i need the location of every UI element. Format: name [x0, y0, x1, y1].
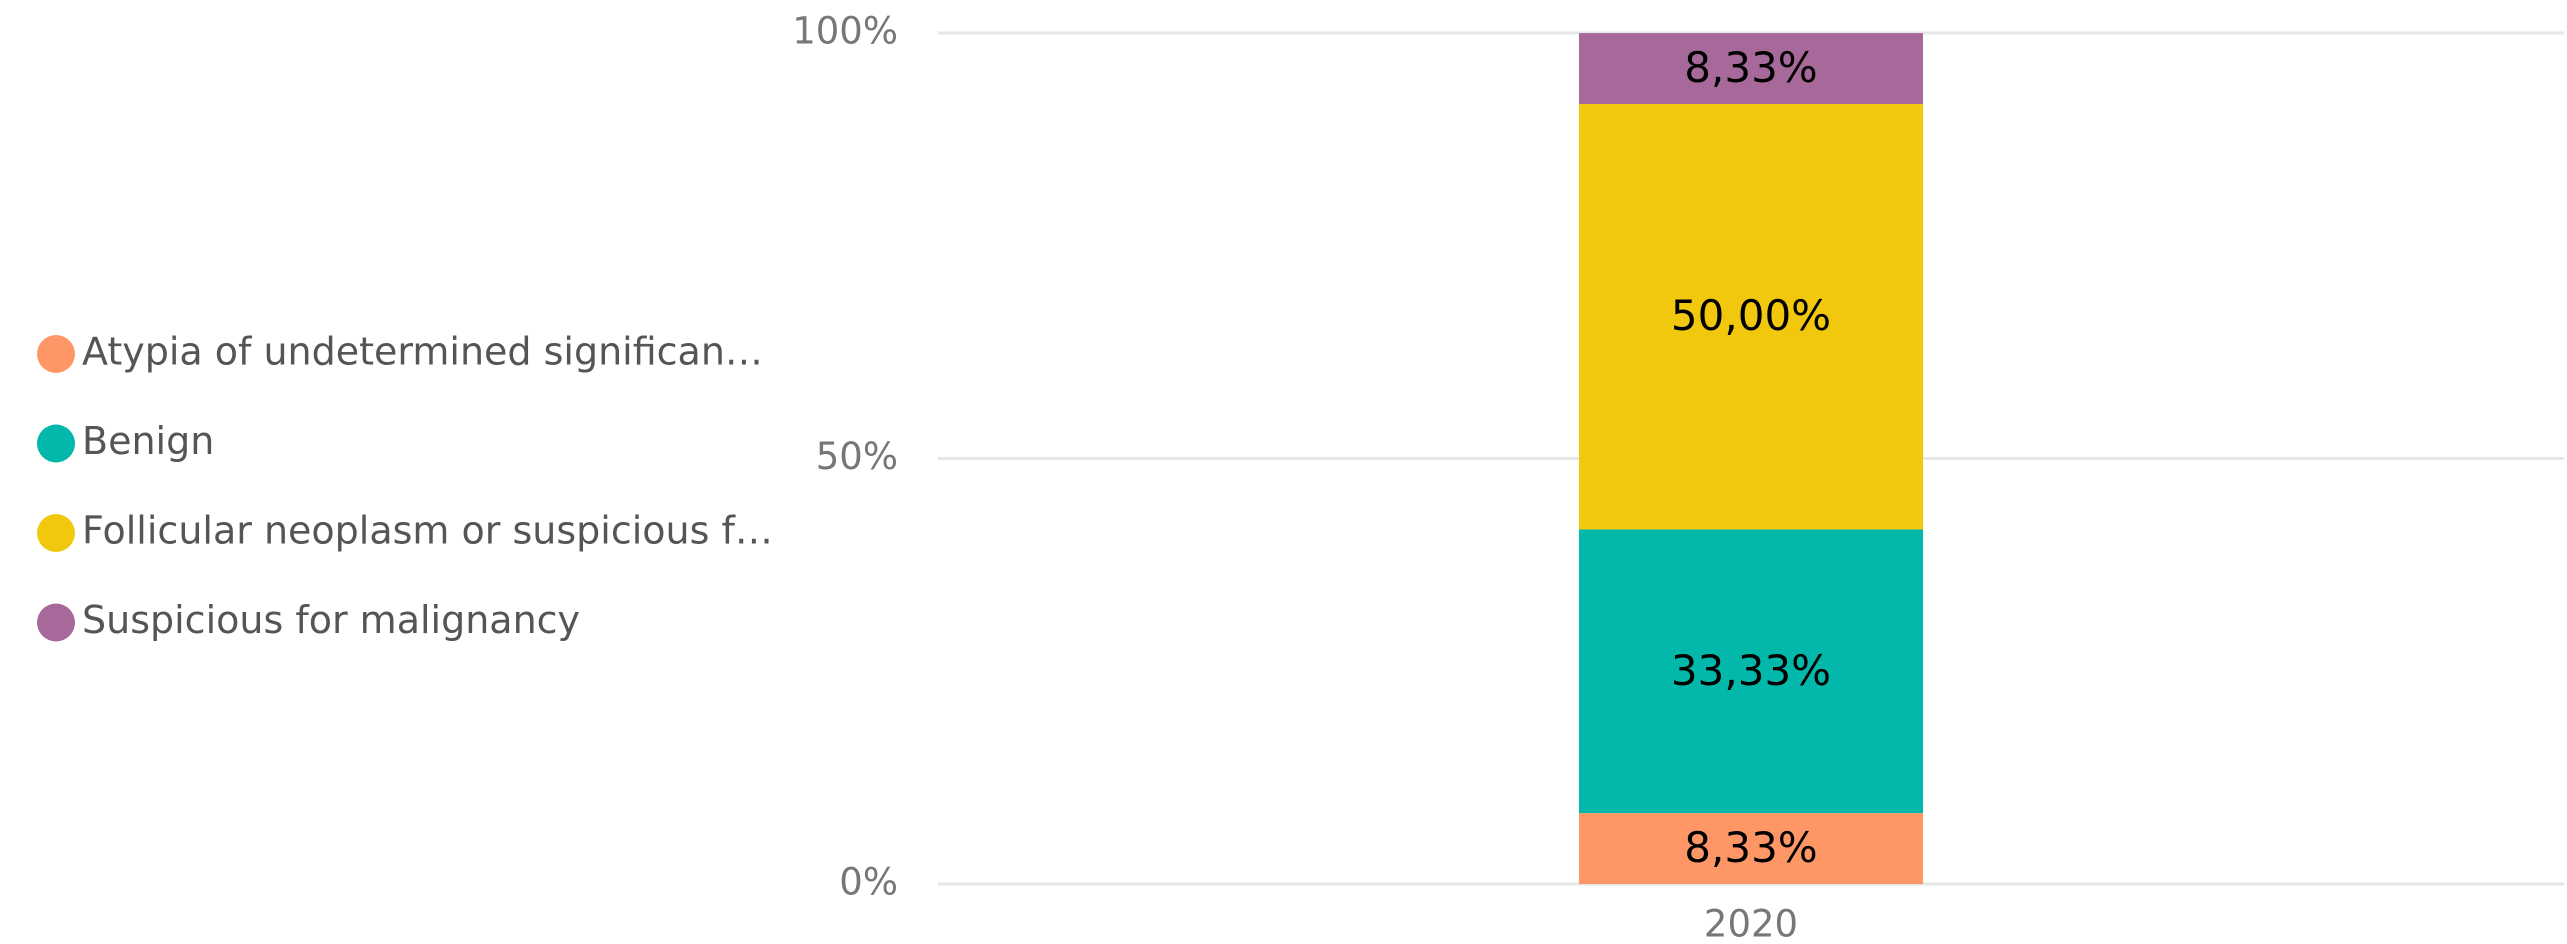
- data-label: 8,33%: [1684, 823, 1817, 872]
- legend-marker: [37, 514, 75, 552]
- y-tick-label: 0%: [839, 861, 898, 904]
- legend-marker: [37, 335, 75, 373]
- bar-segment: [1579, 813, 1923, 884]
- data-label: 8,33%: [1684, 43, 1817, 92]
- legend-label: Benign: [82, 419, 214, 463]
- data-label: 33,33%: [1671, 646, 1831, 695]
- legend-label: Follicular neoplasm or suspicious f…: [82, 509, 773, 553]
- x-tick-label: 2020: [1704, 903, 1798, 944]
- legend-marker: [37, 603, 75, 642]
- bar-segment: [1579, 529, 1923, 814]
- bar-segment: [1579, 103, 1923, 530]
- legend-label: Atypia of undetermined significan…: [82, 330, 763, 374]
- legend-marker: [37, 424, 75, 463]
- y-tick-label: 50%: [816, 435, 898, 478]
- data-label: 50,00%: [1671, 291, 1831, 340]
- bar-segment: [1579, 33, 1923, 104]
- y-tick-label: 100%: [792, 10, 898, 53]
- legend-label: Suspicious for malignancy: [82, 598, 580, 642]
